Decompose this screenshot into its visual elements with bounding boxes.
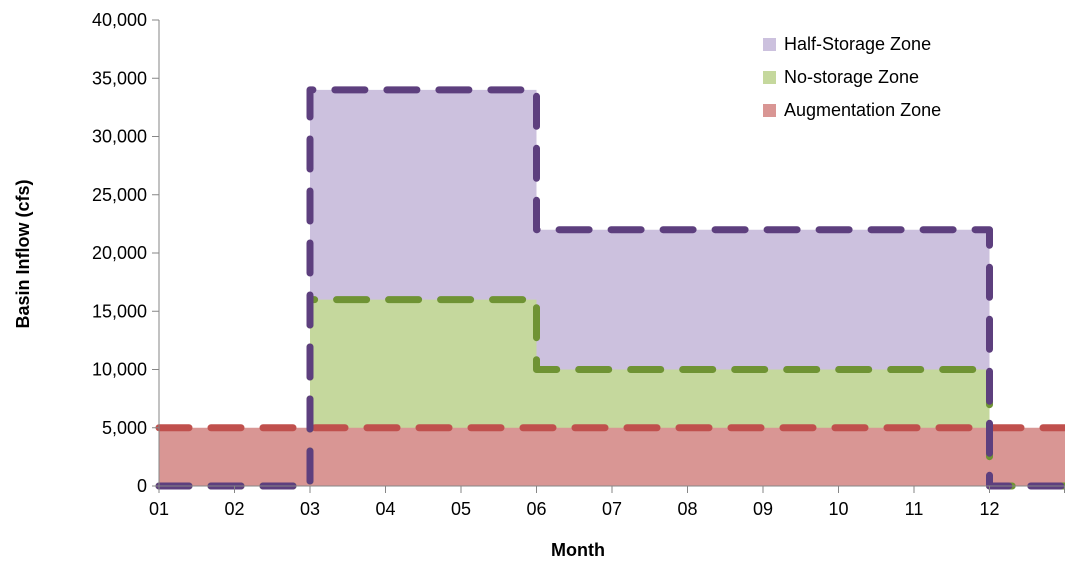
y-tick-label: 5,000	[102, 418, 147, 438]
legend: Half-Storage Zone No-storage Zone Augmenta…	[763, 34, 941, 120]
x-tick-label: 02	[224, 499, 244, 519]
y-tick-label: 20,000	[92, 243, 147, 263]
x-tick-label: 11	[905, 499, 924, 519]
x-tick-label: 07	[602, 499, 622, 519]
legend-swatch	[763, 38, 776, 51]
y-tick-label: 40,000	[92, 10, 147, 30]
y-tick-label: 0	[137, 476, 147, 496]
y-tick-label: 35,000	[92, 68, 147, 88]
x-tick-label: 06	[526, 499, 546, 519]
axes-layer: 0 5,000 10,000 15,000 20,000 25,000 30,000 35,0…	[92, 10, 1065, 519]
x-axis-title: Month	[551, 540, 605, 560]
legend-label: No-storage Zone	[784, 67, 919, 87]
x-tick-label: 09	[753, 499, 773, 519]
y-tick-label: 15,000	[92, 301, 147, 321]
legend-swatch	[763, 104, 776, 117]
x-tick-label: 10	[828, 499, 848, 519]
y-tick-label: 30,000	[92, 127, 147, 147]
legend-label: Half-Storage Zone	[784, 34, 931, 54]
y-tick-label: 10,000	[92, 360, 147, 380]
line-half-storage-zone	[155, 86, 1065, 490]
legend-swatch	[763, 71, 776, 84]
x-tick-label: 08	[677, 499, 697, 519]
areas-layer	[159, 89, 1065, 487]
y-axis-title: Basin Inflow (cfs)	[13, 179, 33, 328]
area-augmentation-zone	[159, 427, 1065, 486]
y-tick-label: 25,000	[92, 185, 147, 205]
x-tick-label: 03	[300, 499, 320, 519]
x-tick-label: 12	[979, 499, 999, 519]
x-tick-label: 05	[451, 499, 471, 519]
x-tick-label: 04	[375, 499, 395, 519]
x-tick-label: 01	[149, 499, 169, 519]
lines-layer	[155, 86, 1065, 490]
legend-label: Augmentation Zone	[784, 100, 941, 120]
